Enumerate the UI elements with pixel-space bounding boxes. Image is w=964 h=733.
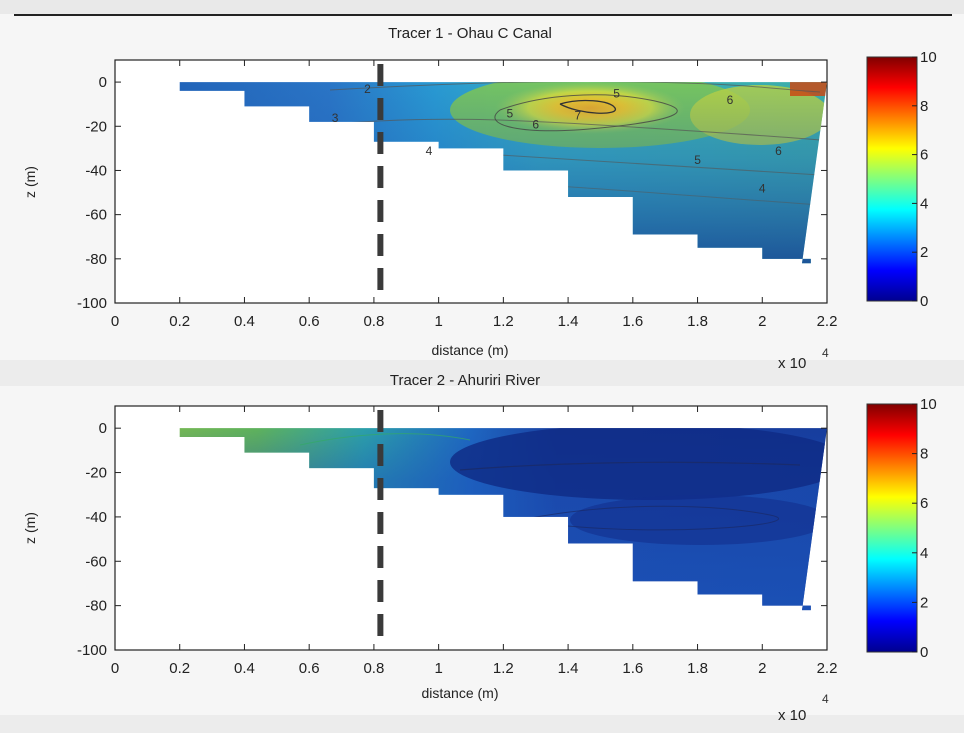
x-tick-label: 1.4 (558, 313, 579, 330)
colorbar-tick-label: 4 (920, 195, 928, 212)
x-tick-label: 0.6 (299, 660, 320, 677)
x-multiplier-exponent: 4 (822, 346, 829, 360)
panel-tracer-1: Tracer 1 - Ohau C Canal 2 3 4 5 6 5 7 6 6 5 4 0 0.2… (22, 25, 937, 372)
contour-label: 6 (775, 144, 782, 158)
y-axis-label: z (m) (22, 166, 38, 198)
colorbar-ticks: 10 8 6 4 2 0 (912, 396, 937, 661)
chart-title: Tracer 2 - Ahuriri River (390, 372, 540, 389)
x-tick-label: 1 (434, 660, 442, 677)
contour-label: 3 (332, 111, 339, 125)
colorbar-tick-label: 8 (920, 446, 928, 463)
x-tick-label: 1.4 (558, 660, 579, 677)
y-tick-label: -20 (85, 118, 107, 135)
x-tick-label: 1.8 (687, 660, 708, 677)
contour-label: 5 (694, 153, 701, 167)
colorbar-tick-label: 6 (920, 495, 928, 512)
x-tick-label: 2.2 (817, 660, 838, 677)
x-tick-label: 0 (111, 313, 119, 330)
y-tick-label: -60 (85, 553, 107, 570)
y-tick-label: 0 (99, 74, 107, 91)
colorbar-tick-label: 2 (920, 244, 928, 261)
y-axis-label: z (m) (22, 512, 38, 544)
colorbar (866, 56, 918, 302)
x-multiplier: x 10 (778, 355, 806, 372)
y-tick-label: -40 (85, 509, 107, 526)
x-axis: 0 0.2 0.4 0.6 0.8 1 1.2 1.4 1.6 1.8 2 2.2 (111, 60, 838, 330)
x-axis: 0 0.2 0.4 0.6 0.8 1 1.2 1.4 1.6 1.8 2 2.2 (111, 406, 838, 677)
x-tick-label: 0.8 (363, 313, 384, 330)
colorbar-tick-label: 2 (920, 594, 928, 611)
colorbar-tick-label: 10 (920, 49, 937, 66)
x-tick-label: 1 (434, 313, 442, 330)
x-tick-label: 1.6 (622, 660, 643, 677)
x-tick-label: 1.2 (493, 313, 514, 330)
y-tick-label: 0 (99, 420, 107, 437)
contour-label: 2 (364, 82, 371, 96)
contour-label: 4 (759, 182, 766, 196)
contour-label: 5 (613, 87, 620, 101)
contour-label: 6 (727, 93, 734, 107)
colorbar-tick-label: 4 (920, 545, 928, 562)
x-tick-label: 0.4 (234, 313, 255, 330)
y-axis: 0 -20 -40 -60 -80 -100 (77, 74, 827, 312)
y-tick-label: -80 (85, 251, 107, 268)
colorbar-tick-label: 0 (920, 644, 928, 661)
colorbar-tick-label: 0 (920, 293, 928, 310)
contour-label: 7 (574, 109, 581, 123)
x-tick-label: 1.6 (622, 313, 643, 330)
contour-label: 6 (532, 117, 539, 131)
y-tick-label: -20 (85, 465, 107, 482)
x-axis-label: distance (m) (431, 342, 508, 358)
y-tick-label: -100 (77, 295, 107, 312)
chart-title: Tracer 1 - Ohau C Canal (388, 25, 552, 42)
x-tick-label: 1.2 (493, 660, 514, 677)
x-axis-label: distance (m) (421, 685, 498, 701)
colorbar-tick-label: 6 (920, 147, 928, 164)
x-tick-label: 2 (758, 313, 766, 330)
x-tick-label: 2.2 (817, 313, 838, 330)
x-tick-label: 0.2 (169, 313, 190, 330)
x-tick-label: 0.8 (363, 660, 384, 677)
x-tick-label: 0.4 (234, 660, 255, 677)
y-tick-label: -80 (85, 598, 107, 615)
x-multiplier: x 10 (778, 707, 806, 724)
y-axis: 0 -20 -40 -60 -80 -100 (77, 420, 827, 659)
y-tick-label: -60 (85, 207, 107, 224)
contour-label: 4 (426, 144, 433, 158)
contour-label: 5 (506, 106, 513, 120)
x-tick-label: 0.6 (299, 313, 320, 330)
colorbar-tick-label: 8 (920, 98, 928, 115)
contour-labels: 2 3 4 5 6 5 7 6 6 5 4 (332, 82, 782, 195)
y-tick-label: -40 (85, 162, 107, 179)
panel-tracer-2: Tracer 2 - Ahuriri River 0 0.2 0.4 0.6 0.8 1 1… (22, 372, 937, 724)
y-tick-label: -100 (77, 642, 107, 659)
x-tick-label: 2 (758, 660, 766, 677)
x-tick-label: 0 (111, 660, 119, 677)
x-tick-label: 1.8 (687, 313, 708, 330)
colorbar-ticks: 10 8 6 4 2 0 (912, 49, 937, 310)
colorbar-tick-label: 10 (920, 396, 937, 413)
x-tick-label: 0.2 (169, 660, 190, 677)
colorbar (866, 403, 918, 653)
x-multiplier-exponent: 4 (822, 692, 829, 706)
